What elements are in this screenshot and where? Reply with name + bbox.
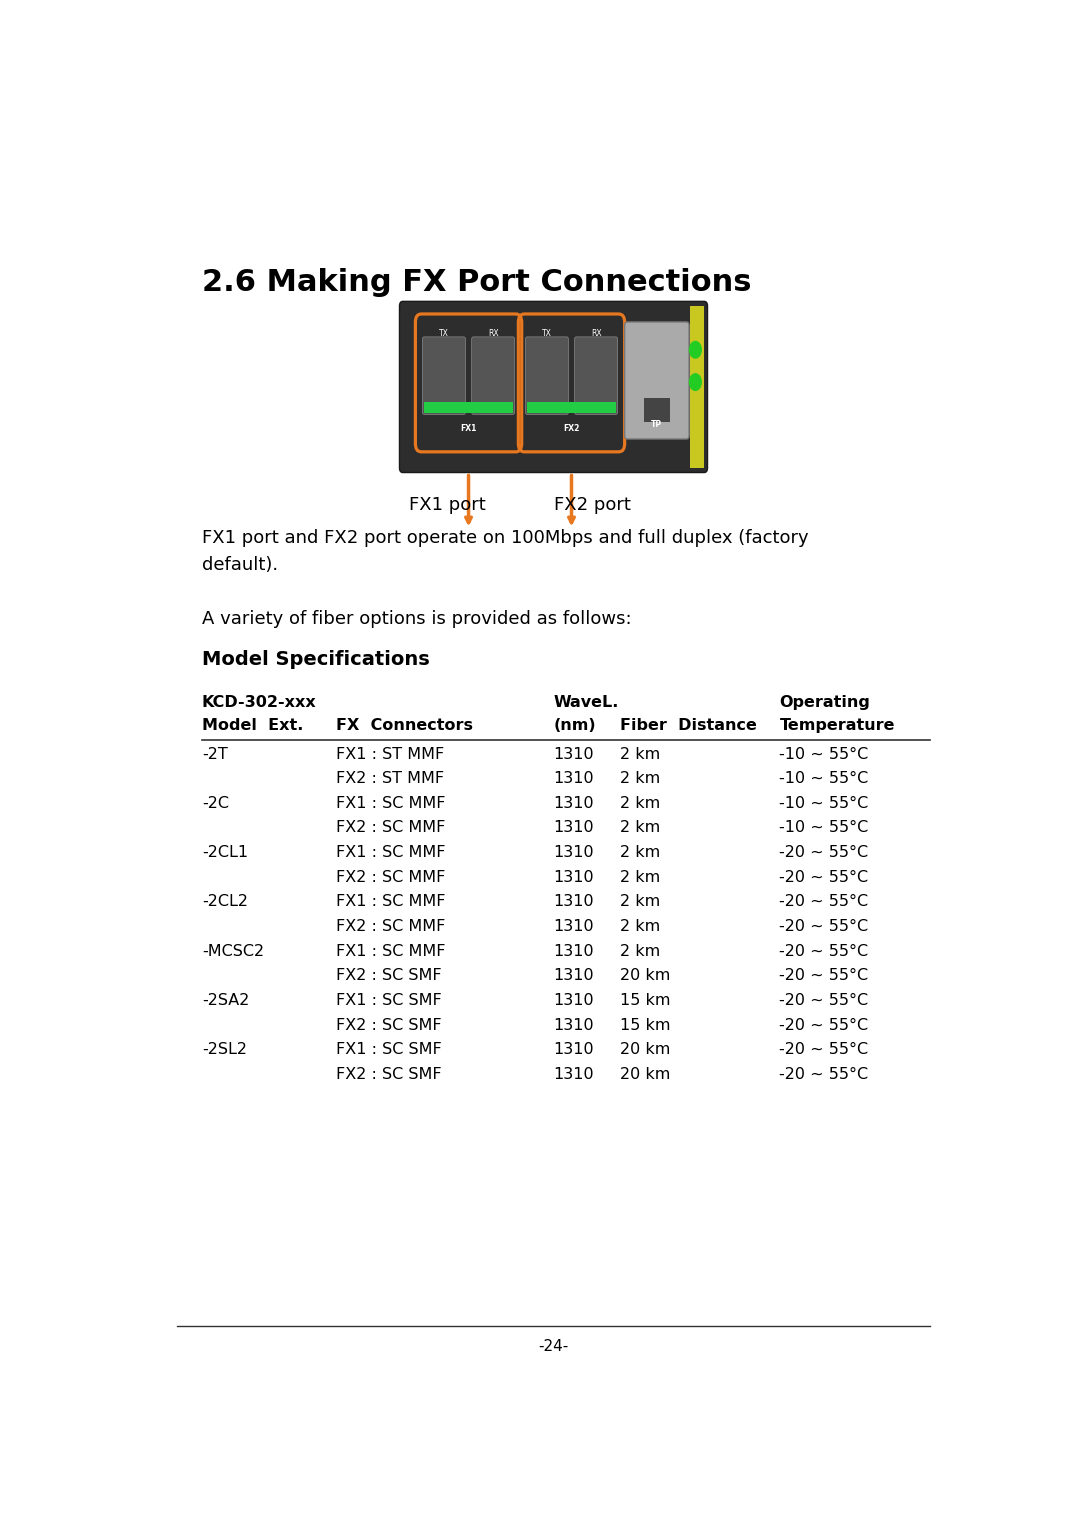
- Bar: [527, 403, 617, 413]
- FancyBboxPatch shape: [624, 321, 689, 440]
- Text: -10 ~ 55°C: -10 ~ 55°C: [780, 821, 868, 836]
- Text: 2 km: 2 km: [620, 772, 661, 787]
- Text: 1310: 1310: [554, 1067, 594, 1082]
- Text: 2 km: 2 km: [620, 919, 661, 934]
- Text: 2 km: 2 km: [620, 870, 661, 885]
- Text: -20 ~ 55°C: -20 ~ 55°C: [780, 919, 868, 934]
- Text: FX  Connectors: FX Connectors: [336, 718, 473, 733]
- Text: 1310: 1310: [554, 895, 594, 910]
- Text: 1310: 1310: [554, 796, 594, 812]
- Text: 20 km: 20 km: [620, 968, 671, 984]
- Text: 20 km: 20 km: [620, 1042, 671, 1057]
- Text: 2 km: 2 km: [620, 895, 661, 910]
- Text: Fiber  Distance: Fiber Distance: [620, 718, 757, 733]
- Text: -2SL2: -2SL2: [202, 1042, 247, 1057]
- Text: FX2 : SC MMF: FX2 : SC MMF: [336, 821, 445, 836]
- Text: 1310: 1310: [554, 870, 594, 885]
- Text: -20 ~ 55°C: -20 ~ 55°C: [780, 870, 868, 885]
- Text: -10 ~ 55°C: -10 ~ 55°C: [780, 747, 868, 761]
- FancyBboxPatch shape: [472, 337, 515, 415]
- Text: 1310: 1310: [554, 919, 594, 934]
- FancyBboxPatch shape: [422, 337, 465, 415]
- Text: TP: TP: [651, 420, 662, 429]
- Circle shape: [689, 373, 701, 390]
- Text: 15 km: 15 km: [620, 1017, 671, 1033]
- Text: -2C: -2C: [202, 796, 229, 812]
- Text: FX2 : SC SMF: FX2 : SC SMF: [336, 968, 442, 984]
- Text: 20 km: 20 km: [620, 1067, 671, 1082]
- Text: 2 km: 2 km: [620, 845, 661, 861]
- Circle shape: [689, 341, 701, 358]
- Text: 1310: 1310: [554, 845, 594, 861]
- Text: -20 ~ 55°C: -20 ~ 55°C: [780, 968, 868, 984]
- Text: FX1 : SC MMF: FX1 : SC MMF: [336, 944, 445, 959]
- Text: FX1 : SC SMF: FX1 : SC SMF: [336, 1042, 442, 1057]
- Text: FX2 port: FX2 port: [554, 496, 631, 515]
- Text: A variety of fiber options is provided as follows:: A variety of fiber options is provided a…: [202, 610, 632, 629]
- Text: 2.6 Making FX Port Connections: 2.6 Making FX Port Connections: [202, 267, 752, 297]
- Text: -20 ~ 55°C: -20 ~ 55°C: [780, 1067, 868, 1082]
- Text: TX: TX: [542, 329, 552, 338]
- Text: 2 km: 2 km: [620, 821, 661, 836]
- Text: 1310: 1310: [554, 968, 594, 984]
- Text: Model Specifications: Model Specifications: [202, 650, 430, 669]
- Text: 1310: 1310: [554, 747, 594, 761]
- Text: FX2 : SC MMF: FX2 : SC MMF: [336, 919, 445, 934]
- Text: FX2: FX2: [564, 424, 580, 433]
- Text: 1310: 1310: [554, 1017, 594, 1033]
- Text: FX2 : SC SMF: FX2 : SC SMF: [336, 1067, 442, 1082]
- Text: -10 ~ 55°C: -10 ~ 55°C: [780, 772, 868, 787]
- Text: FX2 : ST MMF: FX2 : ST MMF: [336, 772, 444, 787]
- Bar: [423, 403, 513, 413]
- Text: 1310: 1310: [554, 944, 594, 959]
- Text: FX1 : SC MMF: FX1 : SC MMF: [336, 845, 445, 861]
- Text: -2CL2: -2CL2: [202, 895, 248, 910]
- Text: WaveL.: WaveL.: [554, 695, 619, 710]
- Text: FX1 : SC MMF: FX1 : SC MMF: [336, 796, 445, 812]
- FancyBboxPatch shape: [400, 301, 707, 472]
- Text: -10 ~ 55°C: -10 ~ 55°C: [780, 796, 868, 812]
- Text: 2 km: 2 km: [620, 944, 661, 959]
- Text: TX: TX: [438, 329, 449, 338]
- Text: (nm): (nm): [554, 718, 596, 733]
- Text: Operating: Operating: [780, 695, 870, 710]
- Text: -MCSC2: -MCSC2: [202, 944, 265, 959]
- Text: 2 km: 2 km: [620, 796, 661, 812]
- Text: 2 km: 2 km: [620, 747, 661, 761]
- Text: RX: RX: [488, 329, 499, 338]
- Text: FX1 : SC SMF: FX1 : SC SMF: [336, 993, 442, 1008]
- Text: FX1 : SC MMF: FX1 : SC MMF: [336, 895, 445, 910]
- Text: FX2 : SC MMF: FX2 : SC MMF: [336, 870, 445, 885]
- Text: -20 ~ 55°C: -20 ~ 55°C: [780, 944, 868, 959]
- Text: -2SA2: -2SA2: [202, 993, 249, 1008]
- Text: 15 km: 15 km: [620, 993, 671, 1008]
- Bar: [644, 398, 670, 423]
- FancyBboxPatch shape: [575, 337, 618, 415]
- Text: 1310: 1310: [554, 993, 594, 1008]
- Text: -20 ~ 55°C: -20 ~ 55°C: [780, 993, 868, 1008]
- Text: -20 ~ 55°C: -20 ~ 55°C: [780, 1017, 868, 1033]
- FancyBboxPatch shape: [525, 337, 568, 415]
- Text: -24-: -24-: [538, 1339, 569, 1354]
- Text: 1310: 1310: [554, 821, 594, 836]
- Text: KCD-302-xxx: KCD-302-xxx: [202, 695, 316, 710]
- Text: Model  Ext.: Model Ext.: [202, 718, 303, 733]
- Text: -20 ~ 55°C: -20 ~ 55°C: [780, 845, 868, 861]
- Text: -2CL1: -2CL1: [202, 845, 248, 861]
- Text: FX1: FX1: [460, 424, 476, 433]
- Text: FX1 port and FX2 port operate on 100Mbps and full duplex (factory
default).: FX1 port and FX2 port operate on 100Mbps…: [202, 529, 809, 575]
- Text: FX2 : SC SMF: FX2 : SC SMF: [336, 1017, 442, 1033]
- Bar: [690, 306, 704, 467]
- Text: -20 ~ 55°C: -20 ~ 55°C: [780, 1042, 868, 1057]
- Text: 1310: 1310: [554, 1042, 594, 1057]
- Text: FX1 : ST MMF: FX1 : ST MMF: [336, 747, 444, 761]
- Text: 1310: 1310: [554, 772, 594, 787]
- Text: -2T: -2T: [202, 747, 228, 761]
- Text: RX: RX: [591, 329, 602, 338]
- Text: -20 ~ 55°C: -20 ~ 55°C: [780, 895, 868, 910]
- Text: FX1 port: FX1 port: [409, 496, 486, 515]
- Text: Temperature: Temperature: [780, 718, 895, 733]
